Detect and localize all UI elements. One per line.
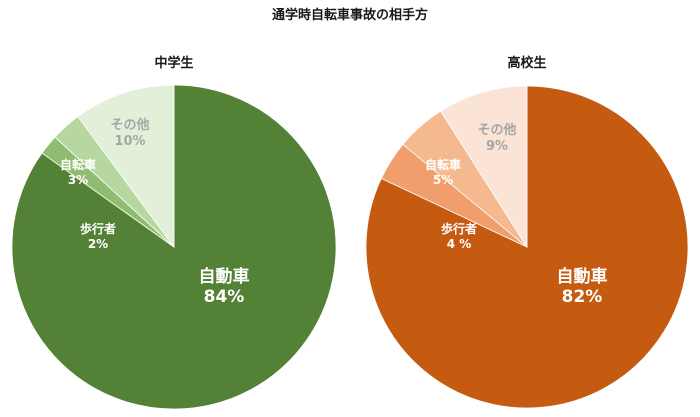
slice-label-percent: 9% <box>486 139 508 154</box>
slice-label-percent: 3% <box>68 173 88 187</box>
slice-label-percent: 82% <box>562 287 603 307</box>
slice-label-name: 自動車 <box>557 266 608 287</box>
slice-label-name: 自動車 <box>199 266 250 287</box>
slice-label-name: その他 <box>477 122 516 138</box>
slice-label-percent: 2% <box>88 237 108 251</box>
pie-slice <box>77 84 175 249</box>
slice-label-percent: 4 % <box>447 237 472 251</box>
subtitle-high-school: 高校生 <box>507 56 547 71</box>
pie-slice <box>440 85 528 249</box>
slice-label-name: 歩行者 <box>80 221 116 236</box>
slice-label-percent: 84% <box>204 287 245 307</box>
slice-label-name: 歩行者 <box>441 221 477 236</box>
chart-title: 通学時自転車事故の相手方 <box>271 8 428 23</box>
slice-label-percent: 5% <box>433 173 453 187</box>
slice-label-name: その他 <box>110 117 149 133</box>
slice-label-percent: 10% <box>114 134 145 149</box>
subtitle-junior-high: 中学生 <box>154 56 194 71</box>
slice-label-name: 自転車 <box>60 157 96 172</box>
slice-label-name: 自転車 <box>425 157 461 172</box>
